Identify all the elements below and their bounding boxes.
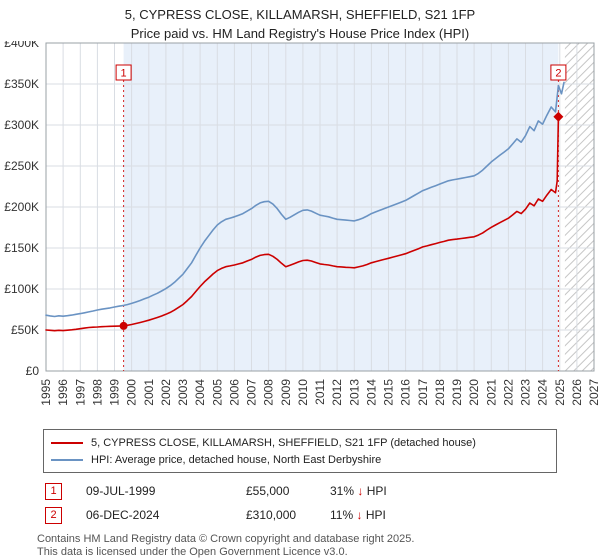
sale-flag-1: [115, 64, 132, 81]
legend-label-property: 5, CYPRESS CLOSE, KILLAMARSH, SHEFFIELD,…: [91, 436, 476, 449]
footer: Contains HM Land Registry data © Crown c…: [37, 533, 600, 559]
svg-text:£100K: £100K: [4, 282, 39, 296]
legend-item-hpi: HPI: Average price, detached house, Nort…: [51, 451, 549, 468]
svg-text:£50K: £50K: [11, 323, 39, 337]
hpi-text-2: HPI: [365, 508, 386, 522]
svg-text:2024: 2024: [536, 379, 550, 406]
svg-text:2014: 2014: [364, 379, 378, 406]
sale-flag-2: [550, 64, 567, 81]
property-line: [45, 116, 560, 332]
sale-annotation-1: 1 09-JUL-1999 £55,000 31% ↓ HPI: [45, 479, 600, 503]
sale-marker-1: [119, 321, 128, 330]
chart-title: 5, CYPRESS CLOSE, KILLAMARSH, SHEFFIELD,…: [124, 7, 476, 22]
sale-number-badge-1: 1: [45, 482, 62, 500]
down-arrow-icon: ↓: [357, 484, 364, 498]
svg-text:2021: 2021: [484, 379, 498, 406]
pct-value-2: 11%: [330, 508, 354, 522]
svg-text:2006: 2006: [227, 379, 241, 406]
svg-text:2001: 2001: [142, 379, 156, 406]
sale-hpi-comparison-2: 11% ↓ HPI: [330, 508, 386, 522]
legend-label-hpi: HPI: Average price, detached house, Nort…: [91, 453, 382, 466]
footer-attribution: Contains HM Land Registry data © Crown c…: [37, 533, 415, 545]
svg-text:2004: 2004: [193, 379, 207, 406]
svg-text:1998: 1998: [90, 379, 104, 406]
sale-date-2: 06-DEC-2024: [86, 508, 160, 522]
hpi-text-1: HPI: [366, 484, 387, 498]
svg-text:2023: 2023: [519, 379, 533, 406]
svg-text:1999: 1999: [108, 379, 122, 406]
svg-text:1997: 1997: [73, 379, 87, 406]
svg-text:2025: 2025: [553, 379, 567, 406]
y-axis-labels: £0 £50K £100K £150K £200K £250K £300K £350K £400…: [4, 41, 39, 378]
property-line-swatch: [51, 441, 83, 444]
sale-annotation-2: 2 06-DEC-2024 £310,000 11% ↓ HPI: [45, 503, 600, 527]
sale-price-2: £310,000: [246, 508, 297, 522]
svg-text:2026: 2026: [570, 379, 584, 406]
svg-text:2016: 2016: [399, 379, 413, 406]
svg-text:2013: 2013: [347, 379, 361, 406]
svg-text:2000: 2000: [125, 379, 139, 406]
sale-flag-label-1: 1: [121, 68, 127, 80]
sale-number-badge-2: 2: [45, 506, 62, 524]
plot-border: [45, 42, 595, 372]
svg-text:2015: 2015: [382, 379, 396, 406]
sale-date-1: 09-JUL-1999: [86, 484, 156, 498]
svg-text:2011: 2011: [313, 379, 327, 405]
legend-item-property: 5, CYPRESS CLOSE, KILLAMARSH, SHEFFIELD,…: [51, 434, 549, 451]
svg-text:2010: 2010: [296, 379, 310, 406]
svg-text:£200K: £200K: [4, 200, 39, 214]
svg-text:2020: 2020: [467, 379, 481, 406]
svg-text:£400K: £400K: [4, 41, 39, 50]
svg-text:£300K: £300K: [4, 118, 39, 132]
svg-text:2012: 2012: [330, 379, 344, 406]
footer-licence: This data is licensed under the Open Gov…: [37, 546, 348, 559]
svg-text:£350K: £350K: [4, 77, 39, 91]
down-arrow-icon: ↓: [356, 508, 363, 522]
svg-text:2022: 2022: [501, 379, 515, 406]
chart-legend: 5, CYPRESS CLOSE, KILLAMARSH, SHEFFIELD,…: [43, 429, 557, 473]
svg-text:£0: £0: [26, 364, 40, 378]
hpi-line-swatch: [51, 458, 83, 461]
svg-text:2007: 2007: [245, 379, 259, 406]
chart-subtitle: Price paid vs. HM Land Registry's House …: [130, 26, 470, 41]
svg-text:2003: 2003: [176, 379, 190, 406]
sale-marker-2: [553, 111, 564, 122]
svg-text:1995: 1995: [39, 379, 53, 406]
svg-text:2019: 2019: [450, 379, 464, 406]
x-axis-labels: 1995 1996 1997 1998 1999 2000 2001 2002 2003 2004…: [39, 379, 600, 406]
svg-text:2008: 2008: [262, 379, 276, 406]
svg-text:£250K: £250K: [4, 159, 39, 173]
svg-text:2002: 2002: [159, 379, 173, 406]
svg-text:1996: 1996: [56, 379, 70, 406]
sale-annotations: 1 09-JUL-1999 £55,000 31% ↓ HPI 2 06-DEC…: [45, 479, 600, 527]
price-history-chart: 1 2 £0 £50K £100K £150K £200K £250K £300K £350K £4…: [4, 41, 600, 406]
svg-text:2017: 2017: [416, 379, 430, 406]
svg-text:2009: 2009: [279, 379, 293, 406]
sale-flag-label-2: 2: [555, 68, 561, 80]
hpi-line: [45, 81, 565, 318]
svg-text:£150K: £150K: [4, 241, 39, 255]
svg-text:2005: 2005: [210, 379, 224, 406]
svg-text:2018: 2018: [433, 379, 447, 406]
sale-hpi-comparison-1: 31% ↓ HPI: [330, 484, 387, 498]
pct-value-1: 31%: [330, 484, 355, 498]
svg-text:2027: 2027: [587, 379, 600, 406]
sale-price-1: £55,000: [246, 484, 290, 498]
